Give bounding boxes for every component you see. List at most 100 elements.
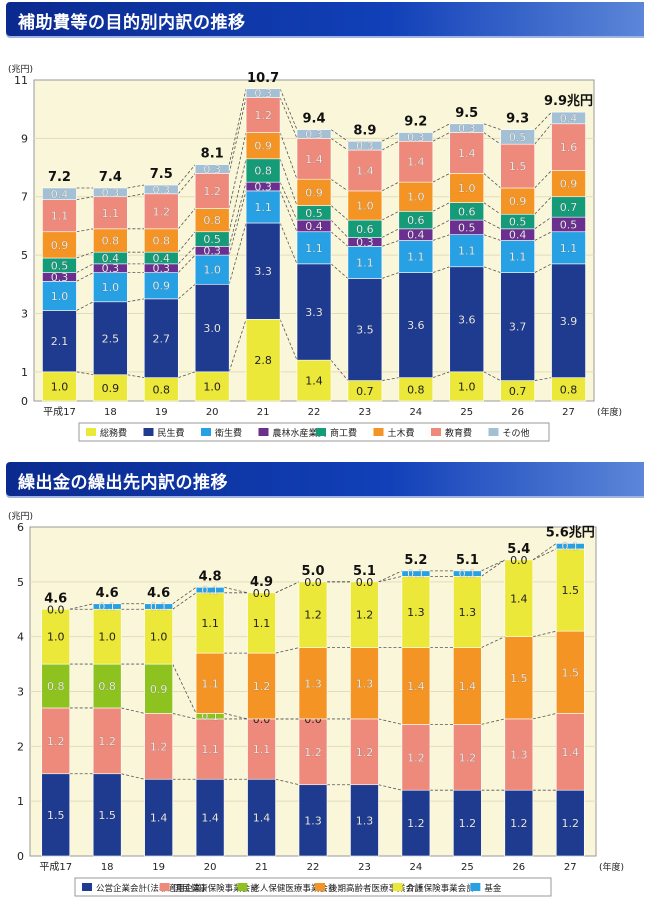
connector-line xyxy=(127,298,145,303)
connector-line xyxy=(330,178,349,192)
total-label: 4.6 xyxy=(96,586,119,601)
bar-segment xyxy=(42,281,77,311)
data-label: 1.2 xyxy=(253,680,271,693)
connector-line xyxy=(76,228,94,233)
bar-segment xyxy=(504,718,534,791)
data-label: 1.2 xyxy=(304,609,322,622)
data-label: 1.5 xyxy=(562,666,580,679)
bar-segment xyxy=(449,234,485,268)
y-tick-label: 11 xyxy=(14,74,28,87)
y-tick-label: 0 xyxy=(21,395,28,408)
data-label: 1.3 xyxy=(304,677,322,690)
total-label: 9.3 xyxy=(506,112,529,127)
data-label: 1.5 xyxy=(509,160,527,173)
bar-segment xyxy=(144,713,173,780)
connector-line xyxy=(177,173,196,195)
bar-segment xyxy=(92,773,122,857)
connector-line xyxy=(432,371,450,379)
data-label: 0.4 xyxy=(560,112,578,125)
data-label: 0.4 xyxy=(407,229,425,242)
data-label: 0.3 xyxy=(254,181,272,194)
data-label: 0.0 xyxy=(47,603,65,616)
bar-segment xyxy=(247,778,276,857)
data-label: 1.2 xyxy=(356,609,374,622)
data-label: 1.0 xyxy=(407,191,425,204)
bar-segment xyxy=(347,246,383,279)
x-tick-label: 21 xyxy=(257,407,270,418)
connector-line xyxy=(177,164,196,186)
data-label: 1.2 xyxy=(407,751,425,764)
data-label: 1.4 xyxy=(150,812,168,825)
total-label: 5.4 xyxy=(507,542,530,557)
data-label: 1.4 xyxy=(201,812,219,825)
connector-line xyxy=(378,718,403,725)
data-label: 0.7 xyxy=(560,201,578,214)
data-label: 0.8 xyxy=(98,680,116,693)
bar-segment xyxy=(350,784,379,857)
data-label: 1.1 xyxy=(253,743,271,756)
data-label: 1.0 xyxy=(51,380,69,393)
legend-label: 民生費 xyxy=(158,427,185,439)
bar-segment xyxy=(194,173,230,209)
connector-line xyxy=(279,319,298,361)
data-label: 1.0 xyxy=(458,380,476,393)
data-label: 1.5 xyxy=(562,584,580,597)
connector-line xyxy=(127,374,145,379)
legend-label: 総務費 xyxy=(100,427,127,439)
bar-segment xyxy=(41,707,71,775)
data-label: 1.2 xyxy=(459,817,477,830)
x-tick-label: 20 xyxy=(204,862,217,873)
connector-line xyxy=(381,140,400,151)
connector-line xyxy=(483,173,501,189)
connector-line xyxy=(483,132,501,145)
connector-line xyxy=(534,170,552,189)
bar-segment xyxy=(504,789,534,857)
connector-line xyxy=(172,713,197,720)
legend-label: 農林水産業費 xyxy=(273,427,327,439)
data-label: 0.3 xyxy=(203,245,221,258)
data-label: 1.2 xyxy=(356,746,374,759)
bar-segment xyxy=(195,592,225,654)
total-label: 9.9兆円 xyxy=(544,93,593,109)
bar-segment xyxy=(93,301,128,376)
bar-segment xyxy=(247,592,276,654)
bar-segment xyxy=(555,543,585,550)
bar-segment xyxy=(401,789,431,857)
bar-segment xyxy=(551,231,586,265)
total-label: 7.5 xyxy=(150,167,173,182)
data-label: 0.7 xyxy=(509,385,527,398)
data-label: 1.1 xyxy=(201,617,219,630)
bar-segment xyxy=(245,318,281,402)
data-label: 0.3 xyxy=(153,183,171,196)
bar-segment xyxy=(195,587,225,594)
bar-segment xyxy=(398,181,434,212)
bar-segment xyxy=(401,724,431,791)
bar-segment xyxy=(453,724,482,791)
bar-segment xyxy=(298,718,328,786)
x-tick-label: 19 xyxy=(152,862,165,873)
connector-line xyxy=(127,184,145,189)
data-label: 1.2 xyxy=(150,740,168,753)
data-label: 1.0 xyxy=(150,631,168,644)
data-label: 1.5 xyxy=(47,809,65,822)
bar-segment xyxy=(551,111,586,125)
section-title-subsidy: 補助費等の目的別内訳の推移 xyxy=(18,13,246,33)
y-tick-label: 9 xyxy=(21,132,28,145)
data-label: 1.6 xyxy=(560,141,578,154)
total-label: 5.0 xyxy=(301,564,324,579)
data-label: 1.2 xyxy=(510,817,528,830)
connector-line xyxy=(481,559,505,572)
connector-line xyxy=(228,319,247,372)
total-label: 8.9 xyxy=(353,123,376,138)
section-header-transfer: 繰出金の繰出先内訳の推移 xyxy=(6,462,644,496)
bar-segment xyxy=(398,132,434,142)
data-label: 1.0 xyxy=(47,631,65,644)
connector-line xyxy=(279,88,298,130)
connector-line xyxy=(330,205,349,221)
bar-segment xyxy=(41,773,71,857)
connector-line xyxy=(178,371,196,379)
data-label: 0.6 xyxy=(356,223,374,236)
bar-segment xyxy=(296,178,332,206)
connector-line xyxy=(330,263,349,279)
connector-line xyxy=(483,219,501,230)
